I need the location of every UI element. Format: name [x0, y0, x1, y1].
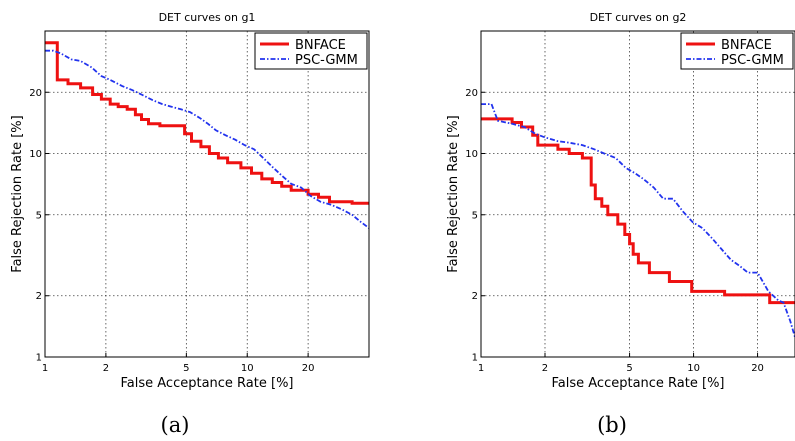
y-tick-label: 1 — [36, 353, 42, 364]
chart-title: DET curves on g2 — [590, 11, 687, 24]
x-tick-label: 2 — [542, 363, 548, 374]
x-tick-label: 2 — [103, 363, 109, 374]
x-tick-label: 10 — [687, 363, 700, 374]
legend-label: BNFACE — [295, 38, 346, 53]
series-line-psc-gmm — [481, 103, 795, 338]
x-axis-label: False Acceptance Rate [%] — [552, 376, 725, 391]
panel-caption: (a) — [161, 413, 190, 437]
panel-caption: (b) — [597, 413, 627, 437]
y-tick-label: 2 — [36, 291, 42, 302]
series-line-bnface — [45, 41, 369, 205]
x-tick-label: 5 — [626, 363, 632, 374]
plot-frame — [480, 30, 795, 358]
y-tick-label: 5 — [36, 210, 42, 221]
y-tick-label: 5 — [472, 210, 478, 221]
x-tick-label: 20 — [302, 363, 315, 374]
legend-label: PSC-GMM — [721, 53, 784, 68]
chart-title: DET curves on g1 — [159, 11, 256, 24]
x-tick-label: 10 — [241, 363, 254, 374]
x-tick-label: 1 — [478, 363, 484, 374]
legend-box — [680, 32, 794, 70]
legend-label: BNFACE — [721, 38, 772, 53]
y-tick-label: 2 — [472, 291, 478, 302]
x-tick-label: 1 — [42, 363, 48, 374]
series-group — [481, 103, 795, 338]
series-group — [45, 41, 369, 229]
y-tick-label: 10 — [465, 149, 478, 160]
series-line-bnface — [481, 117, 795, 305]
x-tick-label: 5 — [183, 363, 189, 374]
y-tick-label: 20 — [465, 88, 478, 99]
y-tick-label: 1 — [472, 353, 478, 364]
plot-frame — [44, 30, 370, 358]
x-tick-label: 20 — [751, 363, 764, 374]
series-line-psc-gmm — [45, 49, 369, 229]
y-axis-label: False Rejection Rate [%] — [446, 115, 461, 272]
y-tick-label: 20 — [29, 88, 42, 99]
legend-box — [254, 32, 368, 70]
x-axis-label: False Acceptance Rate [%] — [121, 376, 294, 391]
y-tick-label: 10 — [29, 149, 42, 160]
legend-label: PSC-GMM — [295, 53, 358, 68]
y-axis-label: False Rejection Rate [%] — [10, 115, 25, 272]
